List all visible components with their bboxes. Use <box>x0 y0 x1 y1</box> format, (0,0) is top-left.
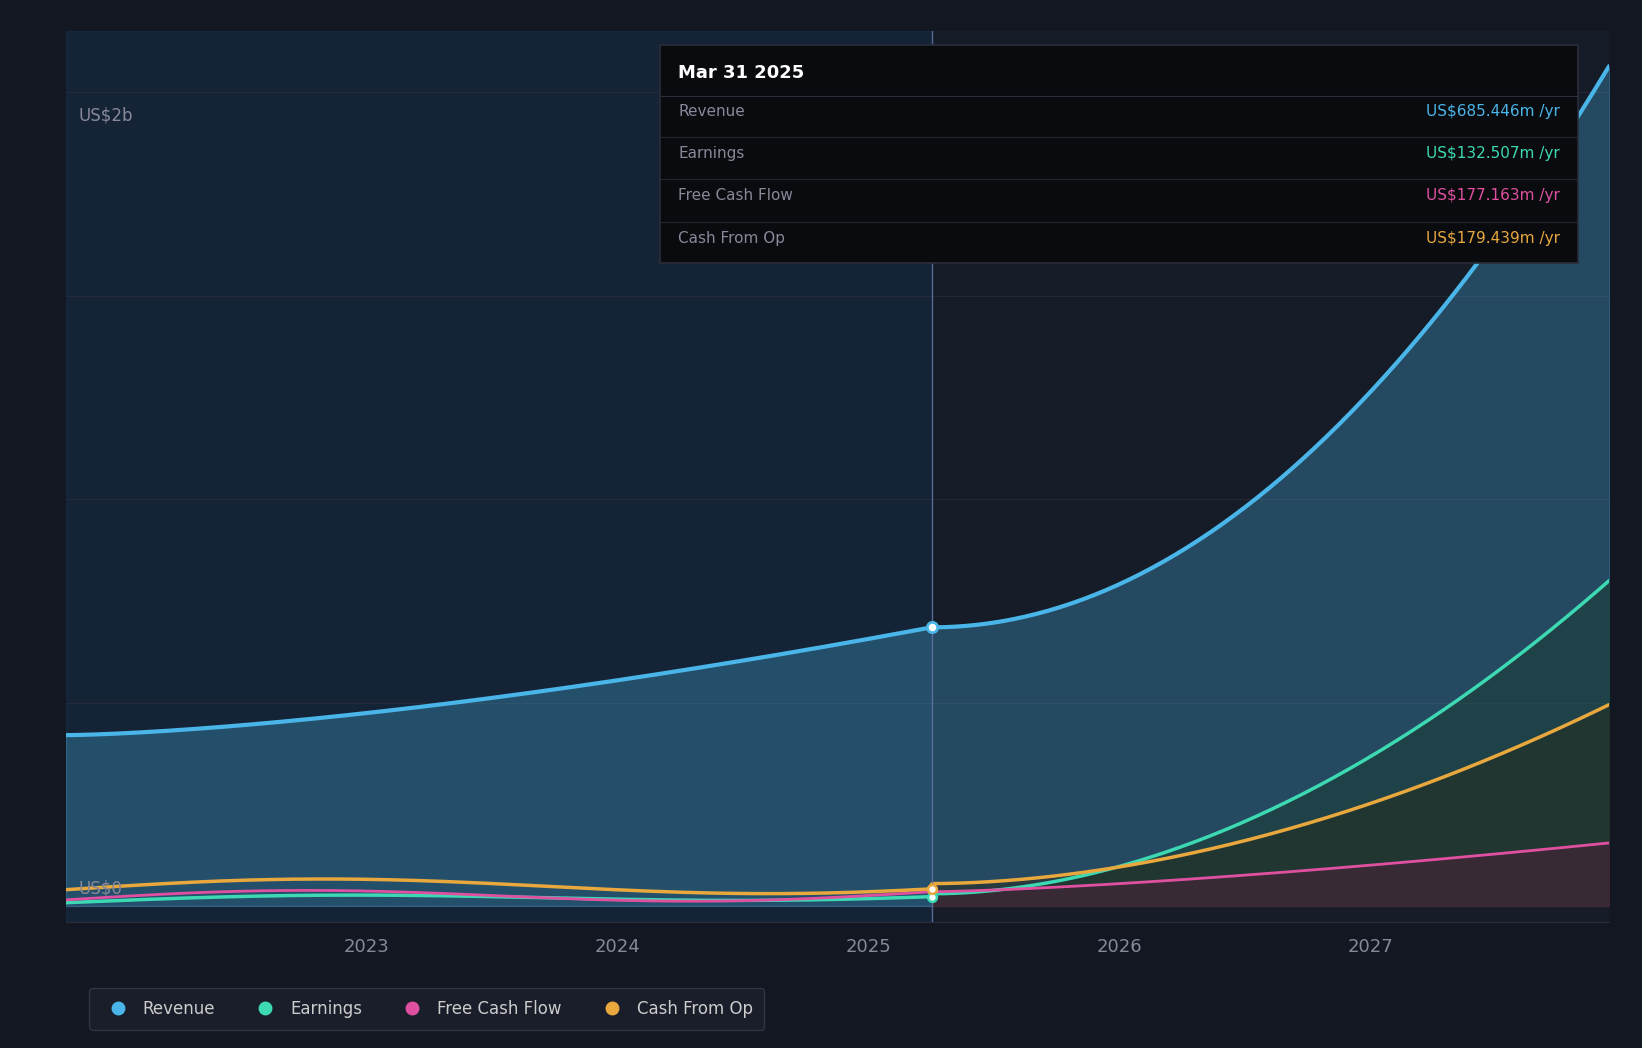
Text: Free Cash Flow: Free Cash Flow <box>678 189 793 203</box>
FancyBboxPatch shape <box>660 45 1578 263</box>
Point <box>918 880 944 897</box>
Text: US$0: US$0 <box>79 880 122 898</box>
Text: US$132.507m /yr: US$132.507m /yr <box>1425 146 1560 161</box>
Bar <box>66 31 931 922</box>
Text: Mar 31 2025: Mar 31 2025 <box>678 64 805 83</box>
Text: US$685.446m /yr: US$685.446m /yr <box>1425 104 1560 118</box>
Text: Earnings: Earnings <box>678 146 745 161</box>
Text: Revenue: Revenue <box>678 104 745 118</box>
Bar <box>931 31 1609 922</box>
Point <box>918 889 944 905</box>
Text: Cash From Op: Cash From Op <box>678 231 785 245</box>
Point <box>918 619 944 636</box>
Text: US$179.439m /yr: US$179.439m /yr <box>1425 231 1560 245</box>
Text: Past: Past <box>878 166 920 183</box>
Text: US$177.163m /yr: US$177.163m /yr <box>1425 189 1560 203</box>
Text: Analysts Forecasts: Analysts Forecasts <box>944 166 1098 183</box>
Legend: Revenue, Earnings, Free Cash Flow, Cash From Op: Revenue, Earnings, Free Cash Flow, Cash … <box>89 988 765 1030</box>
Text: US$2b: US$2b <box>79 107 133 125</box>
